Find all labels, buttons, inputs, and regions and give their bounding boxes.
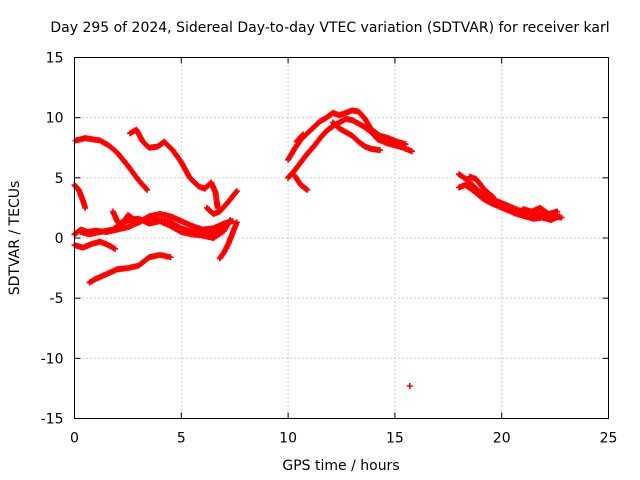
data-point bbox=[299, 132, 306, 139]
series-t10 bbox=[86, 251, 174, 286]
series-t17 bbox=[455, 182, 563, 223]
series-t12 bbox=[285, 115, 415, 181]
series-t9 bbox=[216, 219, 240, 262]
series-t18 bbox=[466, 173, 497, 201]
data-point bbox=[408, 148, 415, 155]
data-point bbox=[300, 131, 307, 138]
data-point bbox=[303, 186, 310, 193]
data-point bbox=[406, 383, 413, 390]
y-axis-title: SDTVAR / TECUs bbox=[7, 181, 23, 296]
data-point bbox=[227, 216, 234, 223]
data-point bbox=[218, 224, 225, 231]
y-tick-label: 15 bbox=[46, 51, 64, 67]
y-tick-label: 5 bbox=[55, 171, 64, 187]
x-tick-label: 10 bbox=[279, 431, 297, 447]
series-t19 bbox=[520, 204, 561, 217]
data-point bbox=[233, 219, 240, 226]
series-t14 bbox=[329, 119, 383, 154]
series-t13 bbox=[291, 172, 311, 193]
data-point bbox=[144, 186, 151, 193]
y-tick-label: 10 bbox=[46, 111, 64, 127]
x-tick-label: 15 bbox=[386, 431, 404, 447]
data-point bbox=[490, 194, 497, 201]
y-tick-label: -10 bbox=[41, 351, 64, 367]
series-t2 bbox=[127, 126, 221, 211]
series-outlier bbox=[406, 383, 413, 390]
data-marks bbox=[71, 107, 565, 390]
data-point bbox=[167, 254, 174, 261]
x-tick-label: 0 bbox=[70, 431, 79, 447]
y-tick-label: 0 bbox=[55, 231, 64, 247]
y-tick-labels: -15 -10 -5 0 5 10 15 bbox=[41, 51, 64, 428]
x-tick-label: 5 bbox=[177, 431, 186, 447]
x-tick-label: 25 bbox=[600, 431, 618, 447]
data-point bbox=[143, 185, 150, 192]
data-point bbox=[112, 245, 119, 252]
series-t1 bbox=[72, 135, 151, 193]
series-t4 bbox=[71, 238, 119, 252]
chart-title: Day 295 of 2024, Sidereal Day-to-day VTE… bbox=[50, 20, 609, 36]
data-point bbox=[304, 186, 311, 193]
data-point bbox=[233, 188, 240, 195]
series-t7 bbox=[109, 208, 225, 238]
series-t15 bbox=[293, 131, 307, 145]
x-tick-labels: 0 5 10 15 20 25 bbox=[70, 431, 617, 447]
series-t8 bbox=[203, 188, 240, 217]
x-tick-label: 20 bbox=[493, 431, 511, 447]
data-point bbox=[556, 213, 563, 220]
data-point bbox=[82, 204, 89, 211]
data-point bbox=[376, 147, 383, 154]
y-tick-label: -5 bbox=[50, 291, 64, 307]
plot-frame bbox=[74, 57, 609, 419]
grid bbox=[74, 57, 609, 419]
y-tick-label: -15 bbox=[41, 412, 64, 428]
x-axis-title: GPS time / hours bbox=[282, 458, 399, 474]
data-point bbox=[554, 208, 561, 215]
series-t3 bbox=[71, 182, 89, 211]
